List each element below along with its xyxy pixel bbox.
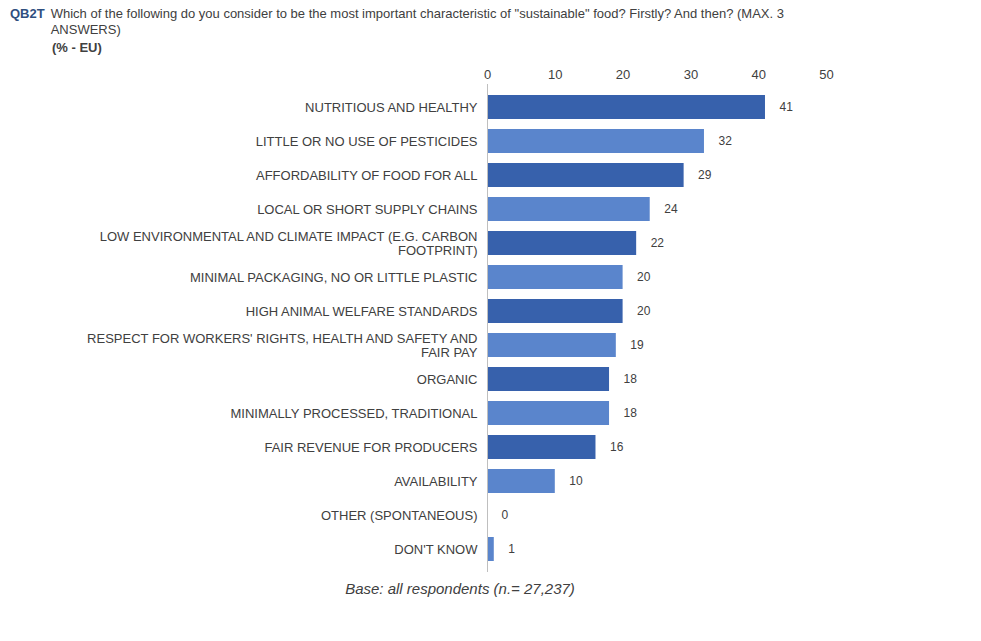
svg-text:DON'T KNOW: DON'T KNOW (394, 542, 478, 557)
svg-text:MINIMALLY PROCESSED, TRADITION: MINIMALLY PROCESSED, TRADITIONAL (230, 406, 477, 421)
svg-text:0: 0 (502, 508, 509, 522)
svg-text:32: 32 (718, 134, 732, 148)
svg-text:18: 18 (624, 372, 638, 386)
svg-text:LOCAL OR SHORT SUPPLY CHAINS: LOCAL OR SHORT SUPPLY CHAINS (257, 202, 478, 217)
svg-text:20: 20 (637, 270, 651, 284)
svg-text:29: 29 (698, 168, 712, 182)
svg-text:19: 19 (630, 338, 644, 352)
svg-text:OTHER (SPONTANEOUS): OTHER (SPONTANEOUS) (321, 508, 478, 523)
svg-text:24: 24 (664, 202, 678, 216)
svg-text:1: 1 (508, 542, 515, 556)
svg-text:22: 22 (651, 236, 665, 250)
svg-text:AFFORDABILITY OF FOOD FOR ALL: AFFORDABILITY OF FOOD FOR ALL (256, 168, 478, 183)
svg-text:10: 10 (569, 474, 583, 488)
svg-text:16: 16 (610, 440, 624, 454)
svg-text:20: 20 (637, 304, 651, 318)
html-text:Base: all respondents (n.= 27,: Base: all respondents (n.= 27,237) (345, 580, 575, 597)
svg-text:FAIR REVENUE FOR PRODUCERS: FAIR REVENUE FOR PRODUCERS (264, 440, 477, 455)
svg-text:18: 18 (624, 406, 638, 420)
html-text:QB2T Which of the following do: QB2T Which of the following do you consi… (10, 6, 784, 37)
svg-text:50: 50 (819, 67, 833, 82)
svg-text:41: 41 (779, 100, 793, 114)
svg-text:HIGH ANIMAL WELFARE STANDARDS: HIGH ANIMAL WELFARE STANDARDS (246, 304, 478, 319)
svg-text:20: 20 (616, 67, 630, 82)
svg-text:MINIMAL PACKAGING, NO OR LITTL: MINIMAL PACKAGING, NO OR LITTLE PLASTIC (190, 270, 478, 285)
svg-text:40: 40 (751, 67, 765, 82)
svg-text:AVAILABILITY: AVAILABILITY (394, 474, 478, 489)
svg-text:RESPECT FOR WORKERS' RIGHTS, H: RESPECT FOR WORKERS' RIGHTS, HEALTH AND … (87, 331, 478, 360)
svg-text:30: 30 (684, 67, 698, 82)
html-text:(% - EU): (% - EU) (52, 40, 102, 55)
svg-text:0: 0 (484, 67, 491, 82)
svg-text:LITTLE OR NO USE OF PESTICIDES: LITTLE OR NO USE OF PESTICIDES (256, 134, 478, 149)
svg-text:LOW ENVIRONMENTAL AND CLIMATE: LOW ENVIRONMENTAL AND CLIMATE IMPACT (E.… (100, 229, 478, 258)
svg-text:NUTRITIOUS AND HEALTHY: NUTRITIOUS AND HEALTHY (305, 100, 478, 115)
svg-text:10: 10 (548, 67, 562, 82)
svg-text:ORGANIC: ORGANIC (417, 372, 478, 387)
